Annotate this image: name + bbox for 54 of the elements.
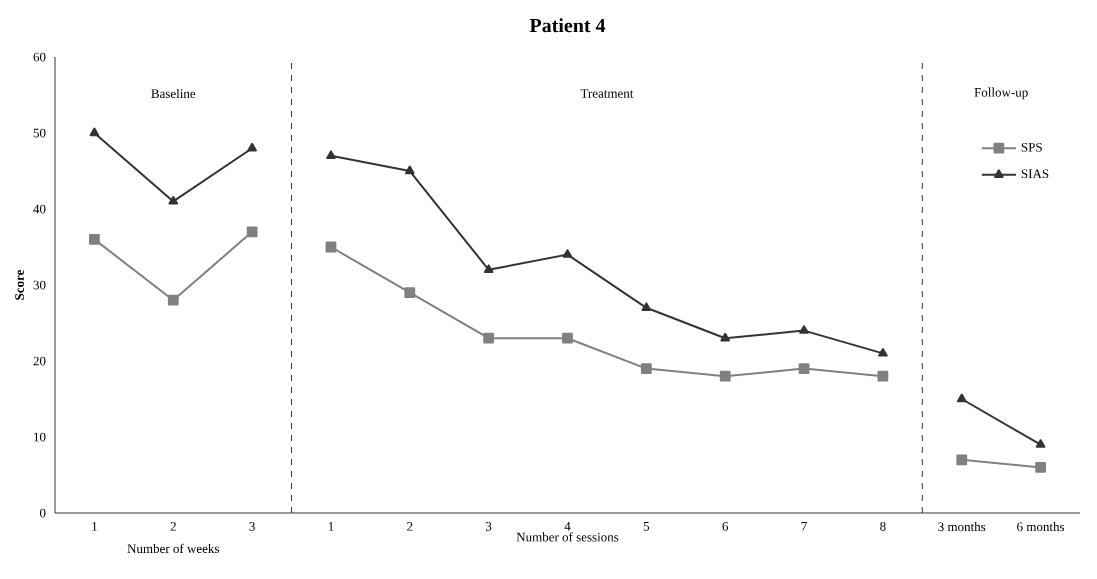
annotation: Baseline xyxy=(151,88,196,99)
legend-label: SIAS xyxy=(1021,169,1049,179)
x-axis-title: Number of sessions xyxy=(516,532,619,542)
x-tick-label: 8 xyxy=(880,522,886,531)
x-tick-label: 1 xyxy=(328,522,334,531)
annotation: Treatment xyxy=(580,89,634,98)
point xyxy=(247,142,257,152)
y-tick-label: 0 xyxy=(40,508,46,518)
point xyxy=(719,370,731,382)
chart-title: Patient 4 xyxy=(529,18,606,33)
y-tick-label: 60 xyxy=(33,52,46,62)
point xyxy=(168,196,179,205)
x-tick-label: 5 xyxy=(643,522,650,531)
point xyxy=(562,332,573,344)
y-tick-label: 10 xyxy=(34,432,46,442)
x-tick-label: 4 xyxy=(564,522,571,531)
point xyxy=(405,165,415,175)
x-tick-label: 3 xyxy=(249,522,255,531)
point xyxy=(798,363,810,374)
point xyxy=(956,454,968,466)
y-tick-label: 20 xyxy=(33,356,46,366)
x-tick-label: 1 xyxy=(92,522,97,531)
point xyxy=(483,264,494,274)
x-tick-label: 2 xyxy=(407,522,413,531)
point xyxy=(404,287,416,299)
point xyxy=(167,294,179,306)
point xyxy=(1035,462,1046,473)
point xyxy=(640,363,652,374)
point xyxy=(720,332,731,342)
x-tick-label: 7 xyxy=(801,522,807,531)
point xyxy=(562,249,573,258)
point xyxy=(799,325,809,334)
x-tick-label: 6 xyxy=(722,522,729,531)
point xyxy=(641,302,652,311)
point xyxy=(246,226,258,238)
point xyxy=(89,127,100,137)
x-tick-label: 3 xyxy=(486,522,492,531)
x-tick-label: 2 xyxy=(170,522,176,531)
point xyxy=(877,370,889,382)
point xyxy=(878,348,888,357)
legend-label: SPS xyxy=(1021,142,1042,152)
annotation: Follow-up xyxy=(974,87,1028,100)
y-tick-label: 50 xyxy=(33,128,46,138)
x-tick-label: 3 months xyxy=(938,522,986,532)
point xyxy=(326,150,336,159)
x-tick-label: 6 months xyxy=(1017,522,1065,532)
text: Number of weeks xyxy=(127,543,219,554)
point xyxy=(89,234,100,245)
point xyxy=(1035,439,1046,448)
y-tick-label: 30 xyxy=(33,280,46,290)
y-tick-label: 40 xyxy=(33,204,46,214)
y-axis-title: Score xyxy=(15,269,24,300)
point xyxy=(956,393,967,403)
point xyxy=(483,332,495,344)
